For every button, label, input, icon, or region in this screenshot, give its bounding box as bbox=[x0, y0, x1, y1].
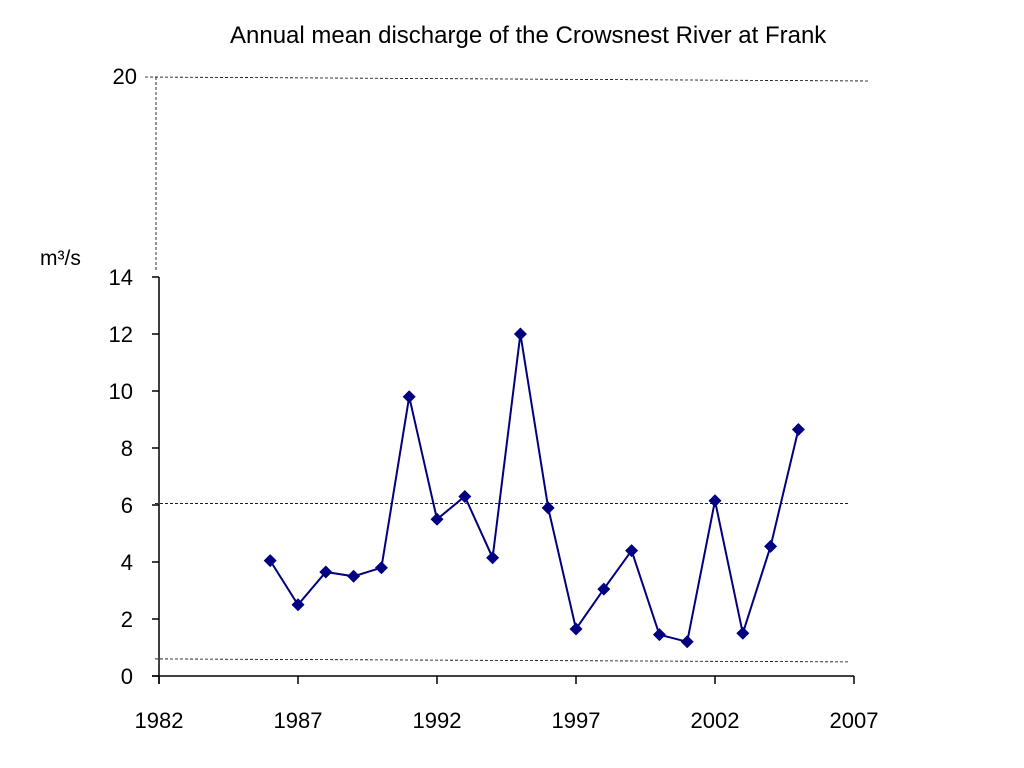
data-point bbox=[374, 561, 388, 575]
series bbox=[263, 327, 805, 649]
data-point bbox=[430, 512, 444, 526]
data-point bbox=[764, 539, 778, 553]
y-tick-label: 6 bbox=[121, 493, 133, 518]
data-point bbox=[486, 551, 500, 565]
series-line bbox=[269, 333, 800, 644]
y-tick-label: 4 bbox=[121, 550, 133, 575]
y-tick-label: 0 bbox=[121, 664, 133, 689]
x-tick-label: 1987 bbox=[274, 708, 323, 733]
x-tick-label: 1982 bbox=[135, 708, 184, 733]
x-tick-label: 2002 bbox=[691, 708, 740, 733]
y-extra-tick-label: 20 bbox=[113, 64, 137, 89]
x-tick-label: 2007 bbox=[830, 708, 879, 733]
axes bbox=[152, 277, 854, 684]
data-point bbox=[569, 622, 583, 636]
reference-line bbox=[154, 658, 849, 663]
data-point bbox=[319, 565, 333, 579]
data-point bbox=[541, 501, 555, 515]
y-tick-label: 10 bbox=[109, 379, 133, 404]
data-point bbox=[652, 628, 666, 642]
x-tick-label: 1997 bbox=[552, 708, 601, 733]
data-point bbox=[625, 544, 639, 558]
top-dashed-line bbox=[144, 76, 871, 82]
y-tick-label: 12 bbox=[109, 322, 133, 347]
x-tick-label: 1992 bbox=[413, 708, 462, 733]
reference-lines bbox=[144, 76, 871, 663]
y-tick-label: 14 bbox=[109, 265, 133, 290]
y-tick-label: 2 bbox=[121, 607, 133, 632]
data-point bbox=[291, 598, 305, 612]
data-point bbox=[347, 569, 361, 583]
data-point bbox=[708, 494, 722, 508]
data-point bbox=[597, 582, 611, 596]
data-point bbox=[458, 489, 472, 503]
data-point bbox=[263, 554, 277, 568]
data-point bbox=[402, 390, 416, 404]
data-point bbox=[680, 635, 694, 649]
data-point bbox=[513, 327, 527, 341]
chart-title: Annual mean discharge of the Crowsnest R… bbox=[230, 22, 827, 49]
y-tick-label: 8 bbox=[121, 436, 133, 461]
data-point bbox=[791, 422, 805, 436]
data-point bbox=[736, 626, 750, 640]
y-axis-unit-label: m³/s bbox=[40, 247, 81, 270]
